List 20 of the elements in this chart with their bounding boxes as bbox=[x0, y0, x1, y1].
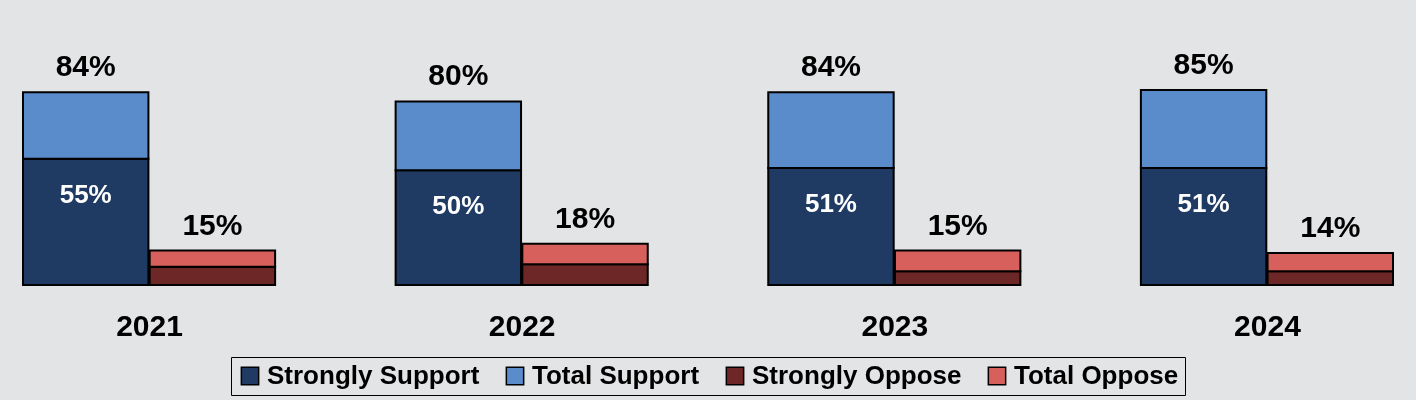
x-tick-label: 2021 bbox=[116, 308, 183, 342]
total-label: 14% bbox=[1300, 209, 1361, 243]
data-label: 51% bbox=[804, 188, 857, 218]
total-label: 15% bbox=[182, 207, 243, 241]
x-tick-label: 2022 bbox=[488, 308, 556, 342]
data-label: 51% bbox=[1177, 188, 1230, 218]
data-label: 50% bbox=[432, 190, 485, 221]
x-tick-label: 2024 bbox=[1234, 308, 1302, 342]
total-label: 84% bbox=[55, 49, 116, 83]
total-label: 18% bbox=[555, 200, 616, 234]
x-tick-label: 2023 bbox=[861, 308, 929, 342]
legend-label: Strongly Oppose bbox=[752, 360, 962, 390]
total-label: 85% bbox=[1173, 47, 1234, 80]
legend-label: Total Support bbox=[532, 360, 700, 390]
data-label: 55% bbox=[59, 178, 112, 209]
total-label: 80% bbox=[428, 58, 489, 92]
legend-label: Strongly Support bbox=[267, 360, 480, 390]
total-label: 84% bbox=[800, 49, 861, 83]
total-label: 15% bbox=[927, 207, 988, 241]
legend-label: Total Oppose bbox=[1014, 360, 1179, 390]
